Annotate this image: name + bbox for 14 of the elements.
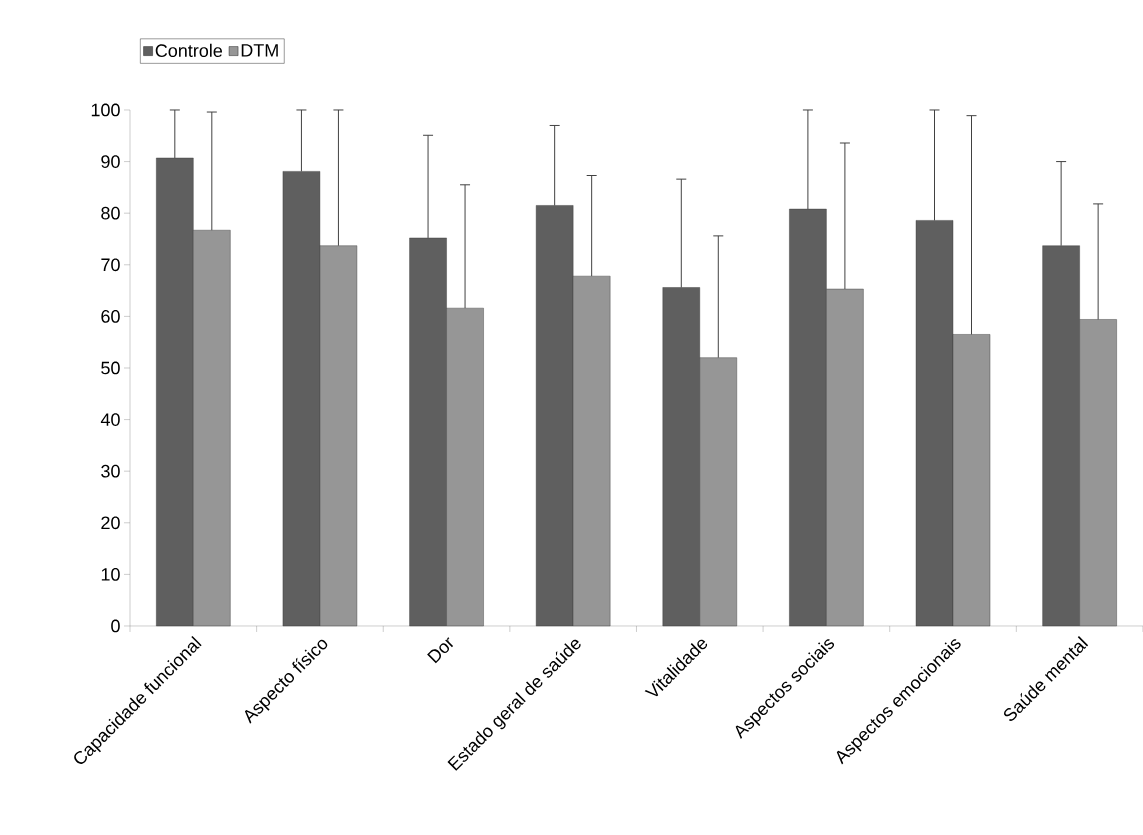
y-tick-label: 100 [91,103,120,117]
legend-label: Controle [155,43,223,58]
y-tick-label: 30 [101,464,120,478]
y-tick-label: 0 [111,619,120,633]
x-tick-label: Dor [427,637,454,664]
legend-label: DTM [241,44,278,57]
y-tick-label: 90 [101,155,120,168]
y-tick-label: 60 [101,310,120,323]
y-tick-label: 80 [101,206,120,220]
y-tick-label: 40 [100,413,120,426]
y-tick-label: 70 [101,258,120,272]
y-tick-label: 10 [101,568,120,581]
y-tick-label: 50 [101,361,120,375]
y-tick-label: 20 [101,516,120,530]
